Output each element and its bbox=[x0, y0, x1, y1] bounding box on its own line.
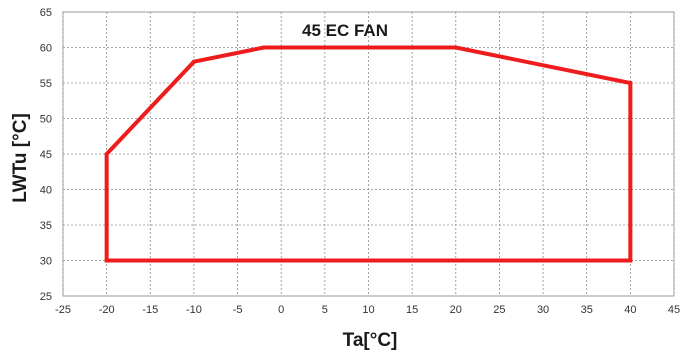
x-tick-label: 35 bbox=[581, 304, 593, 316]
x-tick-label: -15 bbox=[142, 304, 158, 316]
grid bbox=[62, 11, 675, 297]
y-tick-label: 50 bbox=[40, 114, 52, 126]
y-tick-label: 25 bbox=[40, 291, 52, 303]
x-tick-label: 10 bbox=[362, 304, 374, 316]
x-tick-label: 25 bbox=[493, 304, 505, 316]
envelope-point bbox=[104, 152, 109, 156]
x-tick-label: 30 bbox=[537, 304, 549, 316]
envelope-point bbox=[628, 81, 633, 85]
x-tick-label: 40 bbox=[624, 304, 636, 316]
envelope-point bbox=[191, 59, 196, 64]
envelope-point bbox=[104, 258, 109, 263]
x-tick-label: -5 bbox=[233, 304, 243, 316]
y-tick-label: 45 bbox=[40, 149, 52, 161]
series-layer bbox=[104, 45, 633, 263]
x-tick-label: 20 bbox=[450, 304, 462, 316]
y-tick-label: 30 bbox=[40, 256, 52, 268]
envelope-line bbox=[104, 45, 633, 263]
x-tick-label: 0 bbox=[278, 304, 284, 316]
envelope-point bbox=[628, 258, 633, 263]
envelope-point bbox=[453, 45, 458, 50]
x-axis-title: Ta[°C] bbox=[343, 330, 398, 351]
x-tick-label: -25 bbox=[55, 304, 71, 316]
y-axis-ticks: 25 30 35 40 45 50 55 60 65 bbox=[40, 7, 52, 303]
x-tick-label: 45 bbox=[668, 304, 680, 316]
x-tick-label: 5 bbox=[322, 304, 328, 316]
y-axis-title: LWTu [°C] bbox=[10, 113, 31, 203]
x-tick-label: 15 bbox=[406, 304, 418, 316]
x-tick-label: -10 bbox=[186, 304, 202, 316]
x-axis-ticks: -25 -20 -15 -10 -5 0 5 10 15 20 25 30 35 40 45 bbox=[55, 304, 680, 316]
chart-title: 45 EC FAN bbox=[302, 21, 388, 40]
y-tick-label: 55 bbox=[40, 78, 52, 90]
y-tick-label: 40 bbox=[40, 185, 52, 197]
x-tick-label: -20 bbox=[99, 304, 115, 316]
y-tick-label: 65 bbox=[40, 7, 52, 19]
y-tick-label: 35 bbox=[40, 220, 52, 232]
envelope-point bbox=[261, 45, 266, 50]
y-tick-label: 60 bbox=[40, 43, 52, 55]
